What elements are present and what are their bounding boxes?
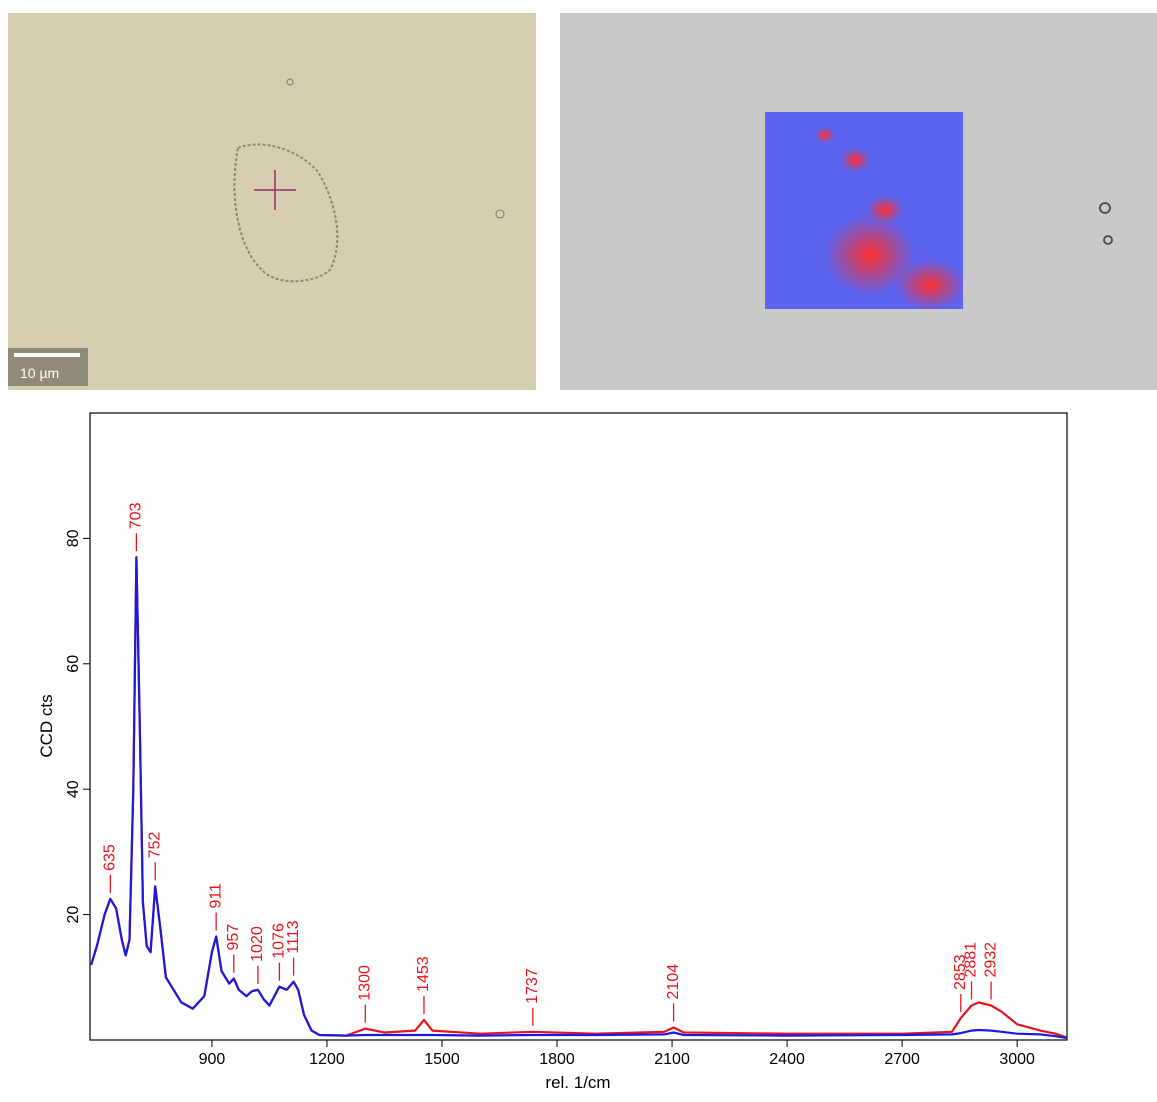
- x-tick-label: 900: [199, 1051, 226, 1068]
- bead: [286, 78, 294, 86]
- peak-label: 911: [207, 883, 224, 909]
- x-tick-label: 1500: [424, 1051, 460, 1068]
- peak-label: 1020: [249, 926, 266, 962]
- particle-outline: [233, 143, 339, 283]
- map-blob: [895, 260, 965, 310]
- peak-label: 2932: [982, 942, 999, 978]
- x-axis-label: rel. 1/cm: [545, 1073, 610, 1092]
- plot-frame: [89, 412, 1068, 1041]
- map-blob: [867, 196, 903, 224]
- peak-label: 635: [102, 844, 119, 871]
- y-tick-label: 40: [65, 780, 82, 798]
- x-tick-label: 2700: [884, 1051, 920, 1068]
- peak-label: 1737: [524, 968, 541, 1004]
- x-tick-label: 2400: [769, 1051, 805, 1068]
- spectrum-line: [90, 556, 1068, 1040]
- peak-label: 1453: [415, 956, 432, 992]
- micrograph-bg: [8, 13, 536, 390]
- bead: [495, 209, 505, 219]
- peak-label: 1076: [271, 923, 288, 959]
- peak-label: 1113: [285, 920, 302, 953]
- bead: [1099, 202, 1111, 214]
- peak-label: 957: [225, 924, 242, 951]
- x-tick-label: 2100: [654, 1051, 690, 1068]
- map-blob: [840, 148, 870, 172]
- peak-label: 703: [128, 502, 145, 529]
- y-tick-label: 60: [65, 655, 82, 673]
- left-micrograph: 10 µm: [8, 13, 536, 390]
- spectrum-line: [90, 556, 1068, 1039]
- y-axis-label: CCD cts: [37, 694, 56, 757]
- x-tick-label: 1200: [309, 1051, 345, 1068]
- scale-bar-label: 10 µm: [20, 365, 59, 381]
- peak-label: 2853: [952, 954, 969, 990]
- x-tick-label: 3000: [999, 1051, 1035, 1068]
- y-tick-label: 80: [65, 529, 82, 547]
- peak-label: 2104: [665, 964, 682, 1000]
- y-tick-label: 20: [65, 906, 82, 924]
- peak-label: 752: [146, 832, 163, 859]
- bead: [1103, 235, 1113, 245]
- x-tick-label: 1800: [539, 1051, 575, 1068]
- right-micrograph: [560, 13, 1157, 390]
- map-blob: [825, 215, 915, 295]
- peak-label: 1300: [357, 965, 374, 1001]
- map-blob: [815, 127, 835, 143]
- peak-label: 2881: [963, 942, 980, 978]
